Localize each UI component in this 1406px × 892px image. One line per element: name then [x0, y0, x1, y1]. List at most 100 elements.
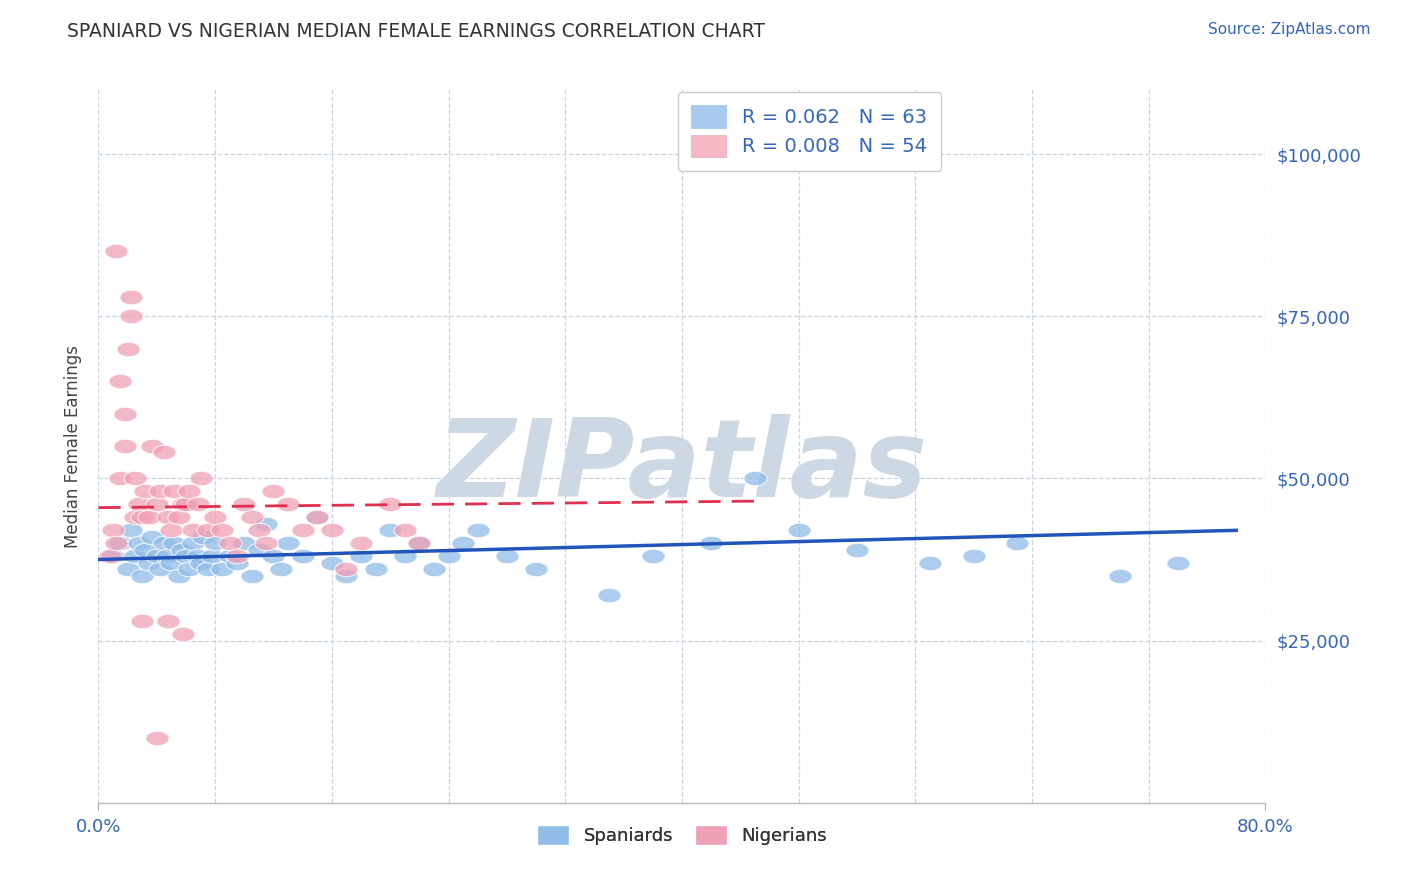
Point: [226, 549, 249, 564]
Point: [226, 556, 249, 570]
Point: [962, 549, 984, 564]
Point: [218, 549, 240, 564]
Point: [117, 342, 139, 356]
Point: [408, 536, 430, 550]
Point: [451, 536, 474, 550]
Point: [124, 471, 146, 485]
Point: [1108, 568, 1130, 582]
Point: [124, 549, 146, 564]
Point: [598, 588, 620, 602]
Text: SPANIARD VS NIGERIAN MEDIAN FEMALE EARNINGS CORRELATION CHART: SPANIARD VS NIGERIAN MEDIAN FEMALE EARNI…: [67, 22, 765, 41]
Point: [101, 524, 124, 538]
Point: [181, 536, 204, 550]
Point: [160, 524, 183, 538]
Point: [218, 536, 240, 550]
Point: [335, 568, 357, 582]
Point: [187, 549, 209, 564]
Point: [149, 562, 172, 576]
Point: [321, 556, 343, 570]
Point: [197, 524, 219, 538]
Point: [1007, 536, 1029, 550]
Point: [211, 524, 233, 538]
Point: [110, 536, 132, 550]
Point: [254, 516, 277, 531]
Point: [167, 568, 190, 582]
Y-axis label: Median Female Earnings: Median Female Earnings: [65, 344, 83, 548]
Point: [172, 497, 194, 511]
Point: [128, 497, 150, 511]
Point: [190, 556, 212, 570]
Point: [700, 536, 723, 550]
Point: [918, 556, 941, 570]
Point: [437, 549, 460, 564]
Point: [307, 510, 329, 524]
Point: [270, 562, 292, 576]
Point: [156, 549, 179, 564]
Point: [110, 471, 132, 485]
Point: [157, 614, 180, 628]
Point: [408, 536, 430, 550]
Point: [104, 244, 127, 259]
Point: [641, 549, 664, 564]
Point: [117, 562, 139, 576]
Point: [423, 562, 446, 576]
Point: [114, 439, 136, 453]
Point: [131, 568, 153, 582]
Point: [163, 536, 186, 550]
Legend: Spaniards, Nigerians: Spaniards, Nigerians: [527, 815, 837, 855]
Point: [141, 439, 163, 453]
Point: [524, 562, 547, 576]
Point: [98, 549, 121, 564]
Point: [846, 542, 869, 557]
Point: [149, 484, 172, 499]
Point: [307, 510, 329, 524]
Text: Source: ZipAtlas.com: Source: ZipAtlas.com: [1208, 22, 1371, 37]
Point: [177, 484, 200, 499]
Point: [350, 549, 373, 564]
Point: [172, 627, 194, 641]
Point: [146, 549, 169, 564]
Point: [291, 524, 314, 538]
Point: [211, 562, 233, 576]
Point: [174, 549, 197, 564]
Point: [335, 562, 357, 576]
Point: [291, 549, 314, 564]
Point: [124, 510, 146, 524]
Point: [131, 614, 153, 628]
Point: [181, 524, 204, 538]
Point: [201, 549, 224, 564]
Point: [277, 536, 299, 550]
Point: [114, 407, 136, 421]
Point: [364, 562, 387, 576]
Point: [120, 290, 142, 304]
Point: [380, 524, 402, 538]
Point: [787, 524, 810, 538]
Point: [177, 562, 200, 576]
Point: [204, 510, 226, 524]
Point: [153, 445, 176, 459]
Point: [167, 510, 190, 524]
Point: [131, 510, 153, 524]
Point: [163, 484, 186, 499]
Point: [1167, 556, 1189, 570]
Point: [160, 556, 183, 570]
Point: [138, 556, 160, 570]
Point: [134, 484, 156, 499]
Point: [380, 497, 402, 511]
Point: [134, 542, 156, 557]
Point: [350, 536, 373, 550]
Point: [277, 497, 299, 511]
Point: [170, 542, 193, 557]
Point: [153, 536, 176, 550]
Text: ZIPatlas: ZIPatlas: [436, 415, 928, 520]
Point: [240, 568, 263, 582]
Point: [157, 510, 180, 524]
Point: [394, 549, 416, 564]
Point: [174, 497, 197, 511]
Point: [262, 549, 284, 564]
Point: [187, 497, 209, 511]
Point: [394, 524, 416, 538]
Point: [101, 549, 124, 564]
Point: [138, 510, 160, 524]
Point: [262, 484, 284, 499]
